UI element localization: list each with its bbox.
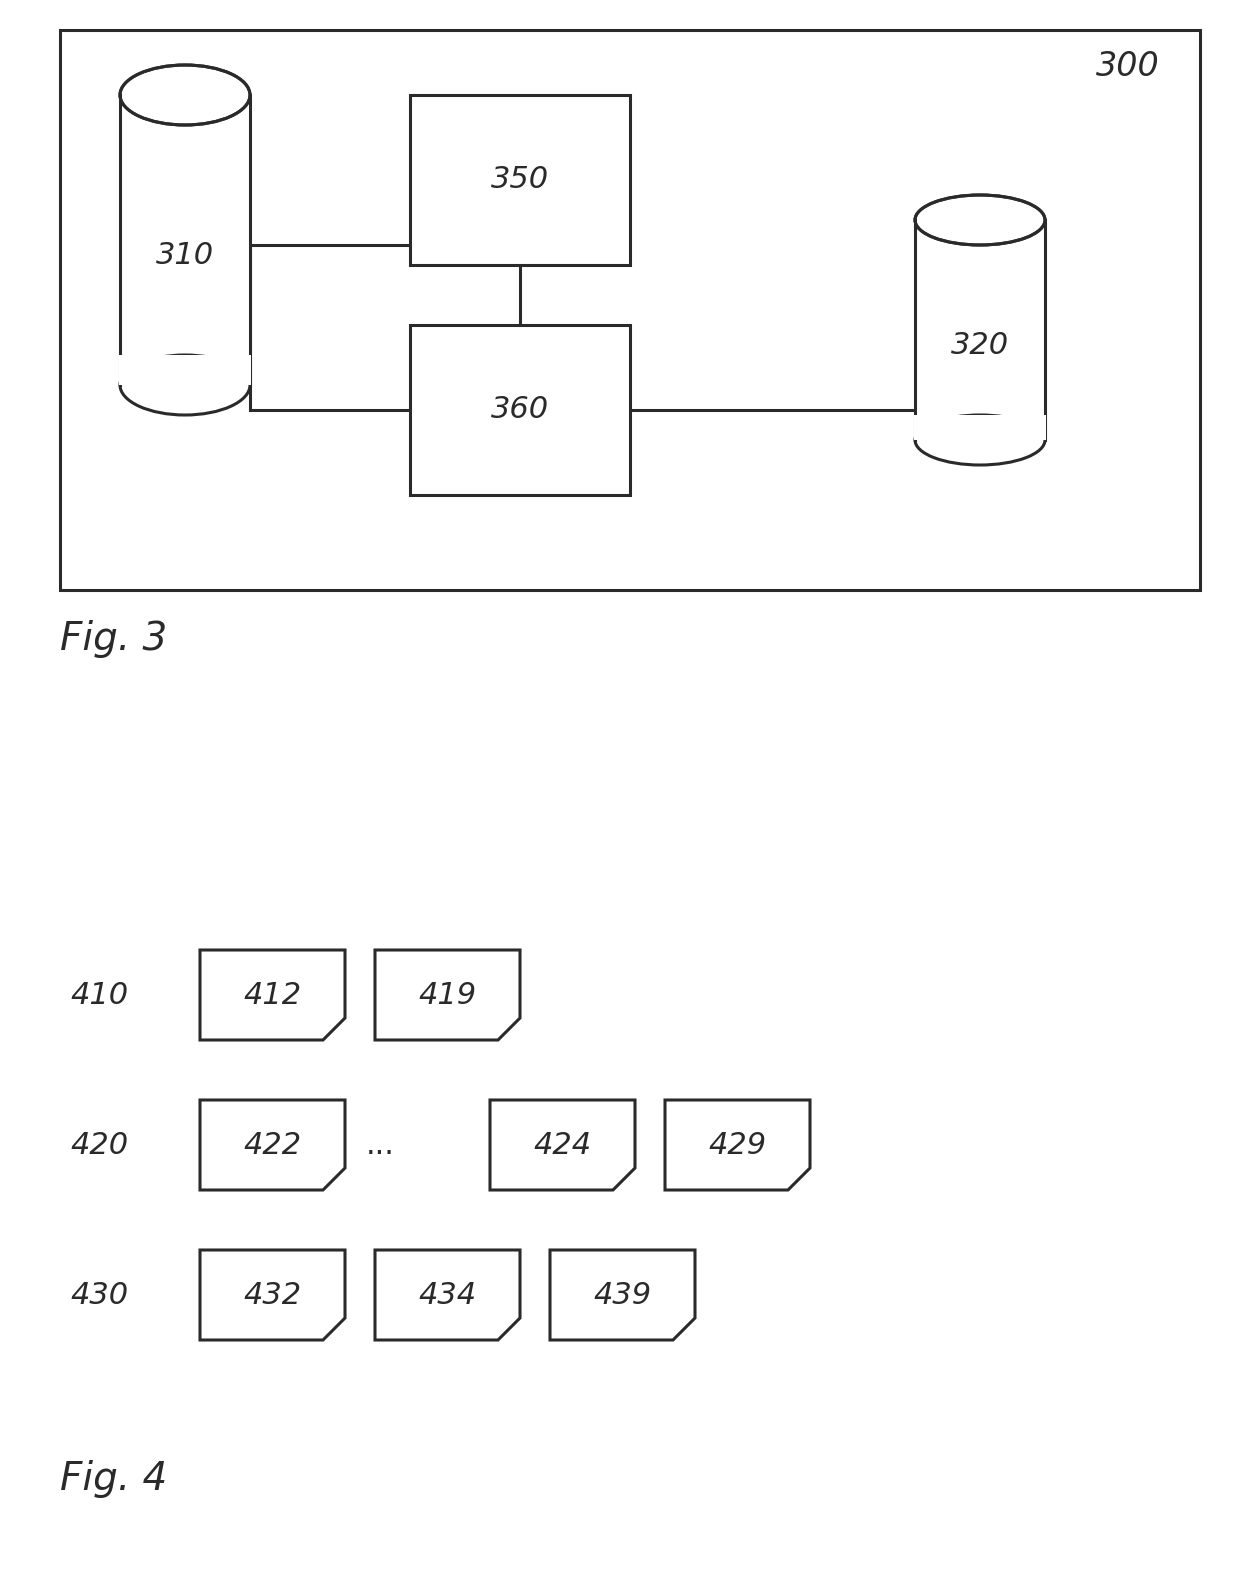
Text: 422: 422 (243, 1131, 301, 1160)
Polygon shape (665, 1099, 810, 1190)
Polygon shape (200, 1251, 345, 1340)
Text: 432: 432 (243, 1281, 301, 1309)
Text: Fig. 3: Fig. 3 (60, 620, 167, 659)
Text: 419: 419 (418, 980, 476, 1010)
Bar (60, 30, 1200, 590)
Polygon shape (374, 950, 520, 1041)
Text: 430: 430 (71, 1281, 129, 1309)
Text: 412: 412 (243, 980, 301, 1010)
Polygon shape (551, 1251, 694, 1340)
Polygon shape (374, 1251, 520, 1340)
Text: 410: 410 (71, 980, 129, 1010)
Text: ...: ... (366, 1131, 394, 1160)
Text: 320: 320 (951, 331, 1009, 360)
Text: 424: 424 (533, 1131, 591, 1160)
Text: 350: 350 (491, 165, 549, 194)
Bar (915, 220, 1045, 441)
Ellipse shape (915, 415, 1045, 465)
Text: 300: 300 (1096, 49, 1159, 83)
Text: 360: 360 (491, 396, 549, 425)
Bar (410, 95, 630, 266)
Bar (120, 95, 250, 385)
Ellipse shape (120, 65, 250, 126)
Ellipse shape (120, 355, 250, 415)
Bar (914, 415, 1047, 441)
Text: 310: 310 (156, 240, 215, 269)
Polygon shape (200, 1099, 345, 1190)
Text: 429: 429 (708, 1131, 766, 1160)
Bar (410, 325, 630, 495)
Polygon shape (490, 1099, 635, 1190)
Ellipse shape (915, 196, 1045, 245)
Polygon shape (200, 950, 345, 1041)
Text: 434: 434 (418, 1281, 476, 1309)
Bar (119, 355, 250, 385)
Text: Fig. 4: Fig. 4 (60, 1461, 167, 1499)
Text: 439: 439 (594, 1281, 651, 1309)
Text: 420: 420 (71, 1131, 129, 1160)
